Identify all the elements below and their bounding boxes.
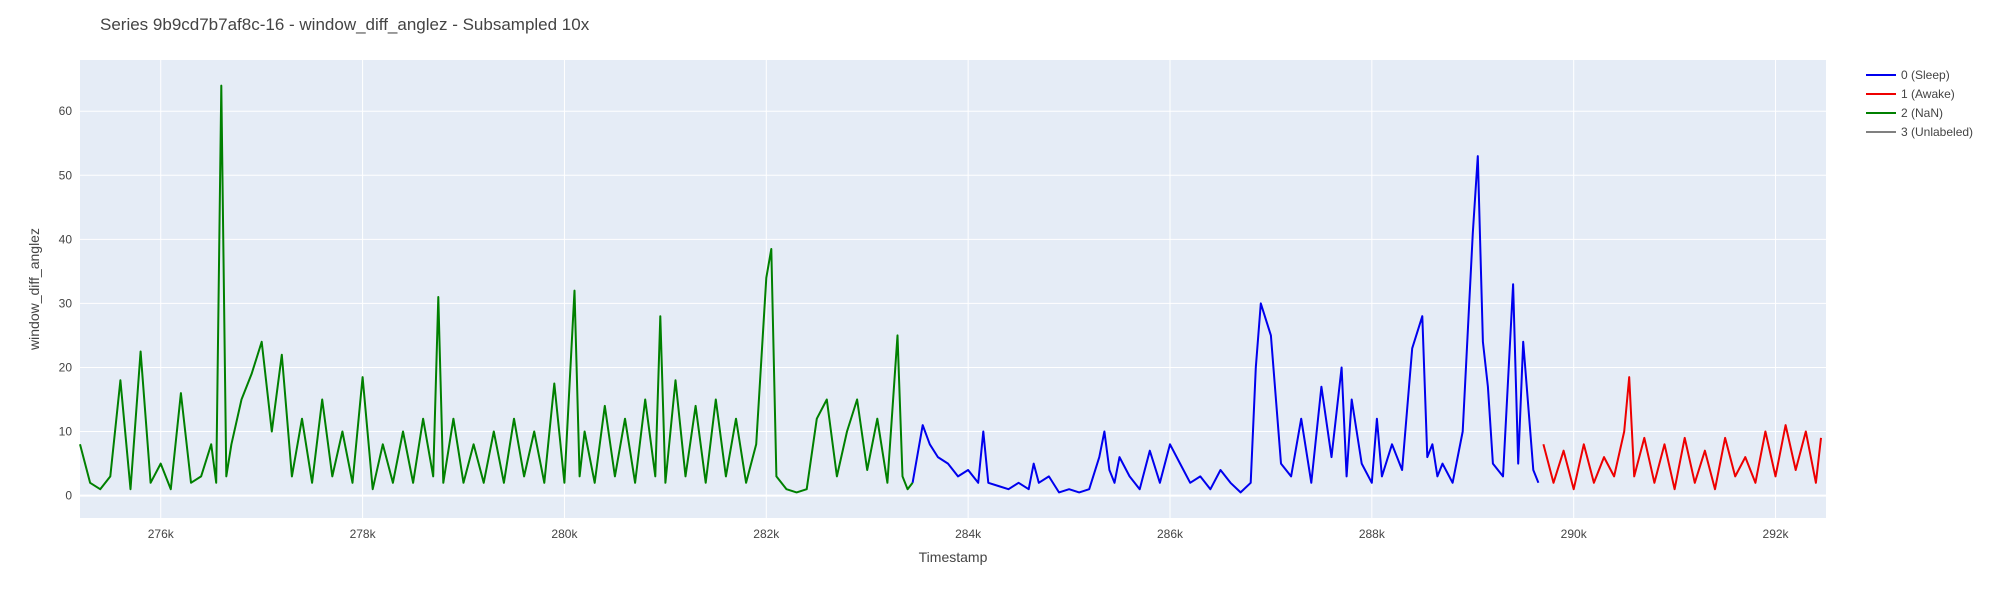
tick-labels: 276k 278k 280k 282k 284k 286k 288k 290k 292k 0 10 2…	[59, 104, 1790, 541]
y-tick-label: 50	[59, 168, 73, 182]
y-tick-label: 40	[59, 232, 73, 246]
y-tick-label: 0	[65, 489, 72, 503]
legend-item-1-awake[interactable]: 1 (Awake)	[1901, 87, 1955, 101]
legend-item-2-nan[interactable]: 2 (NaN)	[1901, 106, 1943, 120]
x-tick-label: 290k	[1561, 527, 1588, 541]
x-axis-title: Timestamp	[919, 549, 988, 565]
x-tick-label: 276k	[148, 527, 175, 541]
grid-lines	[80, 60, 1826, 518]
series-layer	[79, 84, 1822, 494]
y-tick-label: 10	[59, 425, 73, 439]
series-line-2-nan	[79, 84, 914, 494]
x-tick-label: 286k	[1157, 527, 1184, 541]
x-tick-label: 284k	[955, 527, 982, 541]
y-axis-title: window_diff_anglez	[26, 228, 42, 351]
y-tick-label: 30	[59, 296, 73, 310]
x-tick-label: 292k	[1763, 527, 1790, 541]
plot-area	[80, 60, 1826, 518]
x-tick-label: 278k	[350, 527, 377, 541]
chart-title: Series 9b9cd7b7af8c-16 - window_diff_ang…	[100, 15, 590, 34]
series-line-0-sleep	[911, 155, 1540, 494]
x-tick-label: 288k	[1359, 527, 1386, 541]
y-tick-label: 60	[59, 104, 73, 118]
series-line-1-awake	[1542, 376, 1822, 491]
x-tick-label: 280k	[551, 527, 578, 541]
legend-item-3-unlabeled[interactable]: 3 (Unlabeled)	[1901, 125, 1973, 139]
legend-item-0-sleep[interactable]: 0 (Sleep)	[1901, 68, 1950, 82]
legend: 0 (Sleep) 1 (Awake) 2 (NaN) 3 (Unlabeled)	[1866, 68, 1973, 139]
x-tick-label: 282k	[753, 527, 780, 541]
y-tick-label: 20	[59, 360, 73, 374]
